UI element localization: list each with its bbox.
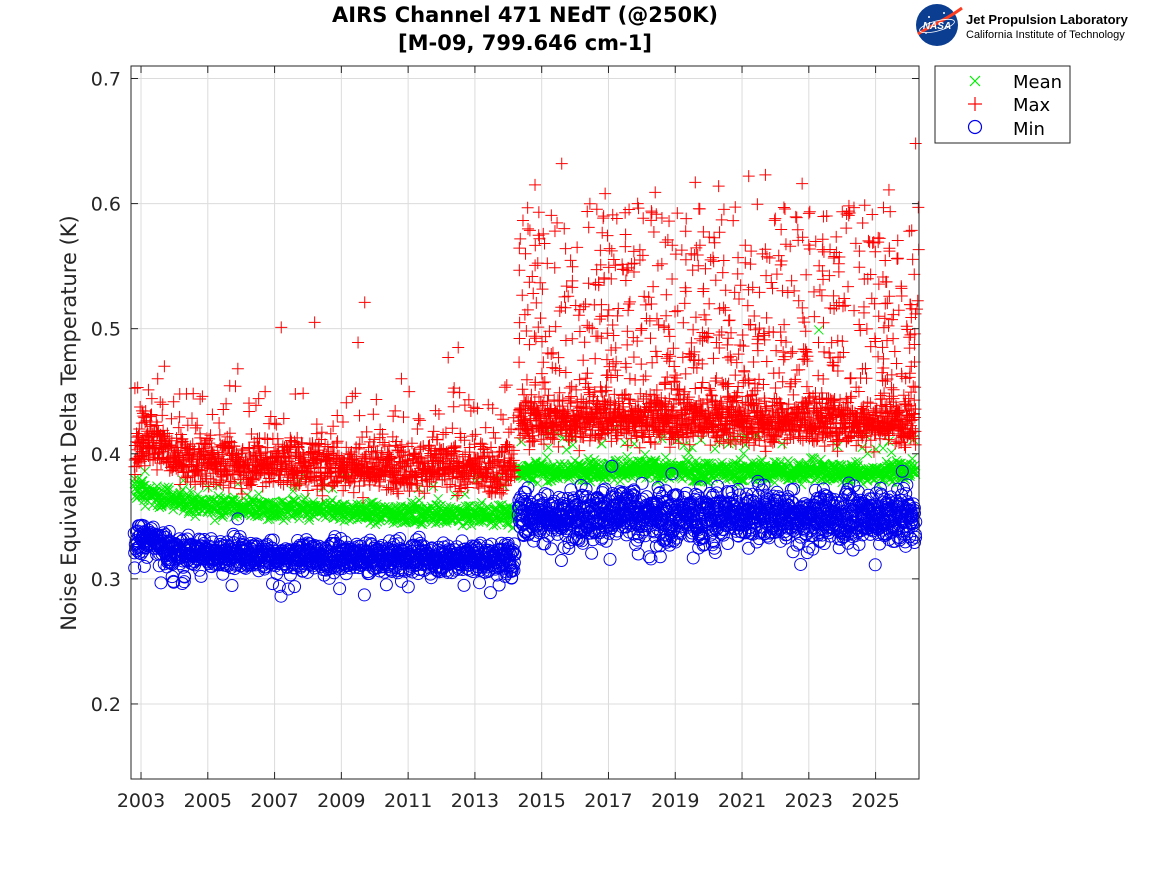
- data-point-mean: [163, 482, 174, 493]
- chart-title-line-2: [M-09, 799.646 cm-1]: [398, 31, 652, 55]
- series-mean: [129, 325, 921, 533]
- data-point-mean: [371, 502, 381, 513]
- data-point-mean: [460, 501, 471, 512]
- data-point-mean: [414, 495, 425, 506]
- data-point-mean: [441, 518, 452, 528]
- data-point-mean: [264, 514, 275, 524]
- data-point-mean: [304, 515, 314, 526]
- data-point-mean: [136, 479, 147, 490]
- chart-title-line-1: AIRS Channel 471 NEdT (@250K): [332, 3, 718, 27]
- data-point-mean: [414, 504, 425, 514]
- data-point-mean: [247, 493, 257, 504]
- data-point-mean: [185, 485, 195, 496]
